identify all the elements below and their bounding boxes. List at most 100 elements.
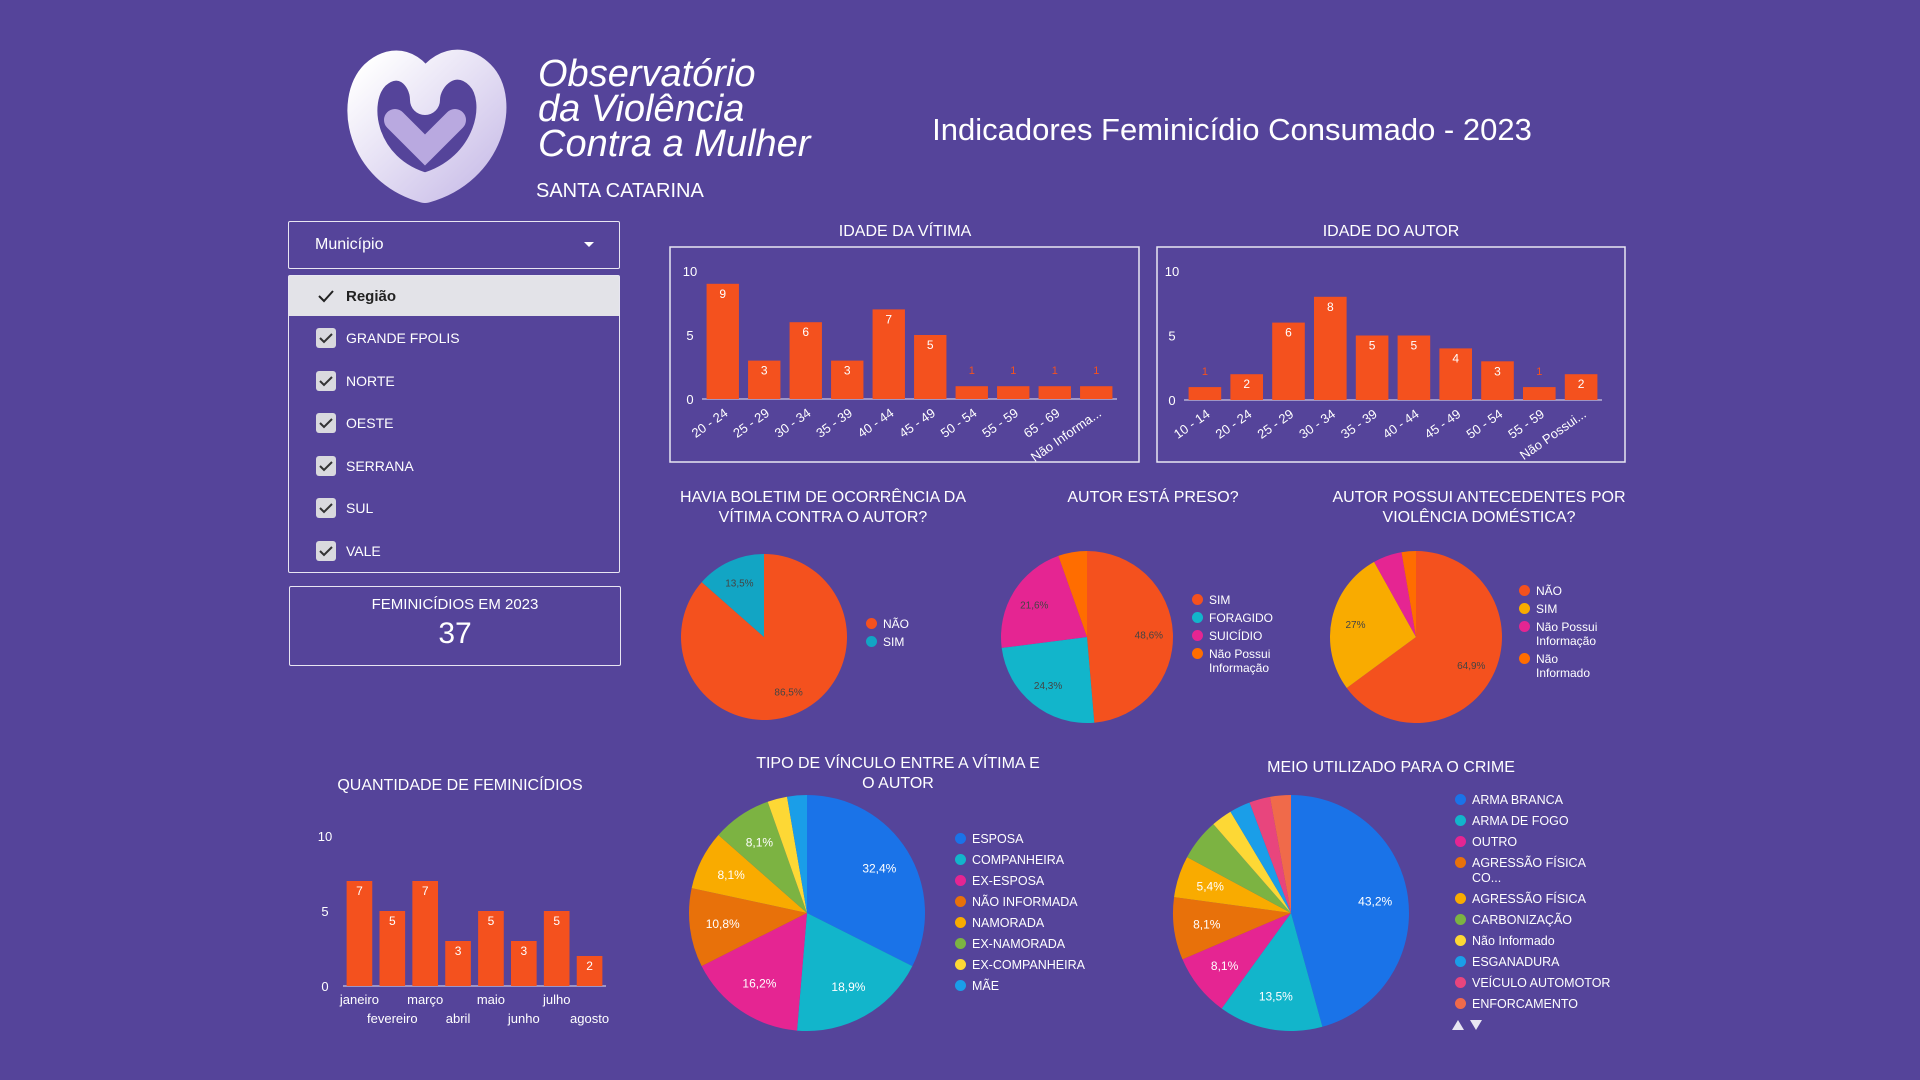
- data-label: 2: [1578, 377, 1585, 391]
- legend-swatch: [1455, 794, 1466, 805]
- option-header-label: Região: [346, 287, 397, 305]
- legend-label: EX-ESPOSA: [972, 874, 1045, 888]
- bar: [706, 283, 739, 399]
- bar: [412, 881, 439, 986]
- option-label: GRANDE FPOLIS: [346, 330, 460, 346]
- check: [319, 461, 333, 472]
- x-tick-label: 50 - 54: [938, 405, 980, 441]
- option[interactable]: GRANDE FPOLIS: [289, 318, 460, 358]
- legend-label: NAMORADA: [972, 916, 1045, 930]
- legend-swatch: [955, 980, 966, 991]
- legend-item: Não Informado: [1455, 934, 1615, 949]
- data-label: 21,6%: [1020, 601, 1048, 612]
- checkbox: [316, 455, 336, 476]
- legend-pager[interactable]: [1452, 1020, 1482, 1030]
- bar: [1080, 386, 1113, 399]
- data-label: 3: [761, 364, 768, 378]
- x-tick-label: março: [407, 992, 443, 1007]
- option[interactable]: OESTE: [289, 403, 393, 443]
- data-label: 7: [885, 312, 892, 326]
- legend-item: NÃO: [1519, 584, 1609, 598]
- legend-item: Não Possui Informação: [1192, 647, 1282, 675]
- legend-label: Não Possui Informação: [1536, 620, 1598, 648]
- data-label: 27%: [1345, 620, 1365, 631]
- data-label: 43,2%: [1358, 895, 1392, 909]
- checkbox: [316, 328, 336, 348]
- check: [319, 375, 333, 387]
- y-tick-label: 5: [686, 328, 693, 343]
- data-label: 5,4%: [1197, 880, 1225, 894]
- data-label: 18,9%: [831, 980, 865, 994]
- pie-slice: [1001, 555, 1087, 648]
- data-label: 13,5%: [1259, 990, 1293, 1004]
- pie-slice: [701, 554, 764, 637]
- x-tick-label: 25 - 29: [1254, 406, 1296, 442]
- pie-slice: [767, 796, 807, 913]
- page-up[interactable]: [1452, 1020, 1464, 1030]
- bar: [831, 360, 864, 399]
- legend-item: FORAGIDO: [1192, 611, 1282, 625]
- pie-slice: [701, 913, 807, 1031]
- legend-label: AGRESSÃO FÍSICA: [1472, 892, 1586, 906]
- legend-item: SUICÍDIO: [1192, 629, 1282, 643]
- pie-slice: [1346, 551, 1502, 723]
- pie-slice: [689, 888, 807, 967]
- pie-slice: [1291, 795, 1409, 1027]
- legend-item: ESGANADURA: [1455, 955, 1615, 970]
- option-label: SERRANA: [346, 457, 414, 474]
- checkbox: [316, 370, 336, 391]
- legend-label: EX-COMPANHEIRA: [972, 958, 1085, 972]
- page-down[interactable]: [1470, 1020, 1482, 1030]
- legend-label: NÃO: [1536, 584, 1563, 598]
- pie-slice: [1401, 551, 1416, 637]
- y-tick-label: 10: [683, 264, 697, 279]
- pie-slice: [718, 801, 807, 913]
- pie-slice: [1221, 913, 1323, 1031]
- data-label: 4: [1452, 351, 1459, 365]
- legend-swatch: [1192, 648, 1203, 659]
- data-label: 5: [553, 914, 560, 928]
- legend-item: NÃO: [866, 617, 946, 631]
- legend-label: ESPOSA: [972, 832, 1024, 846]
- option[interactable]: SERRANA: [289, 446, 414, 486]
- legend-label: SIM: [1536, 602, 1558, 616]
- legend-swatch: [955, 833, 966, 844]
- option[interactable]: VALE: [289, 531, 381, 571]
- legend-label: EX-NAMORADA: [972, 937, 1066, 951]
- legend-label: SIM: [1209, 593, 1231, 607]
- pie-slice: [1182, 913, 1291, 1009]
- dropdown-arrow: [584, 242, 594, 247]
- y-tick-label: 0: [1168, 393, 1175, 408]
- data-label: 5: [1369, 339, 1376, 353]
- legend: SIM FORAGIDO SUICÍDIO Não Possui Informação: [1192, 593, 1282, 679]
- option[interactable]: NORTE: [289, 361, 395, 401]
- legend-item: SIM: [1192, 593, 1282, 607]
- logo-mark: [347, 49, 507, 203]
- legend-swatch: [1455, 836, 1466, 847]
- option-label: OESTE: [346, 415, 394, 432]
- legend-label: Não Informado: [1536, 652, 1591, 680]
- bar: [1564, 374, 1598, 400]
- logo-text: Contra a Mulher: [538, 123, 812, 165]
- option-label: SUL: [346, 500, 374, 517]
- pie-slice: [796, 913, 913, 1032]
- bar: [576, 956, 603, 986]
- logo-text: Observatório: [538, 53, 756, 95]
- data-label: 9: [719, 287, 726, 301]
- legend-item: MÃE: [955, 979, 1115, 994]
- bar: [1481, 361, 1514, 400]
- option[interactable]: SUL: [289, 488, 373, 528]
- legend-item: AGRESSÃO FÍSICA CO...: [1455, 856, 1615, 886]
- legend-swatch: [1192, 630, 1203, 641]
- dropdown[interactable]: Município: [288, 221, 620, 269]
- option-header[interactable]: Região: [289, 276, 619, 316]
- data-label: 8,1%: [746, 836, 774, 850]
- pie-slice: [1174, 857, 1291, 913]
- x-tick-label: 35 - 39: [1338, 406, 1380, 442]
- y-tick-label: 10: [1165, 264, 1179, 279]
- pie-slice: [787, 795, 807, 913]
- data-label: 10,8%: [706, 917, 740, 931]
- pie-slice: [1087, 551, 1174, 723]
- bar: [543, 911, 570, 986]
- bar: [1038, 386, 1071, 399]
